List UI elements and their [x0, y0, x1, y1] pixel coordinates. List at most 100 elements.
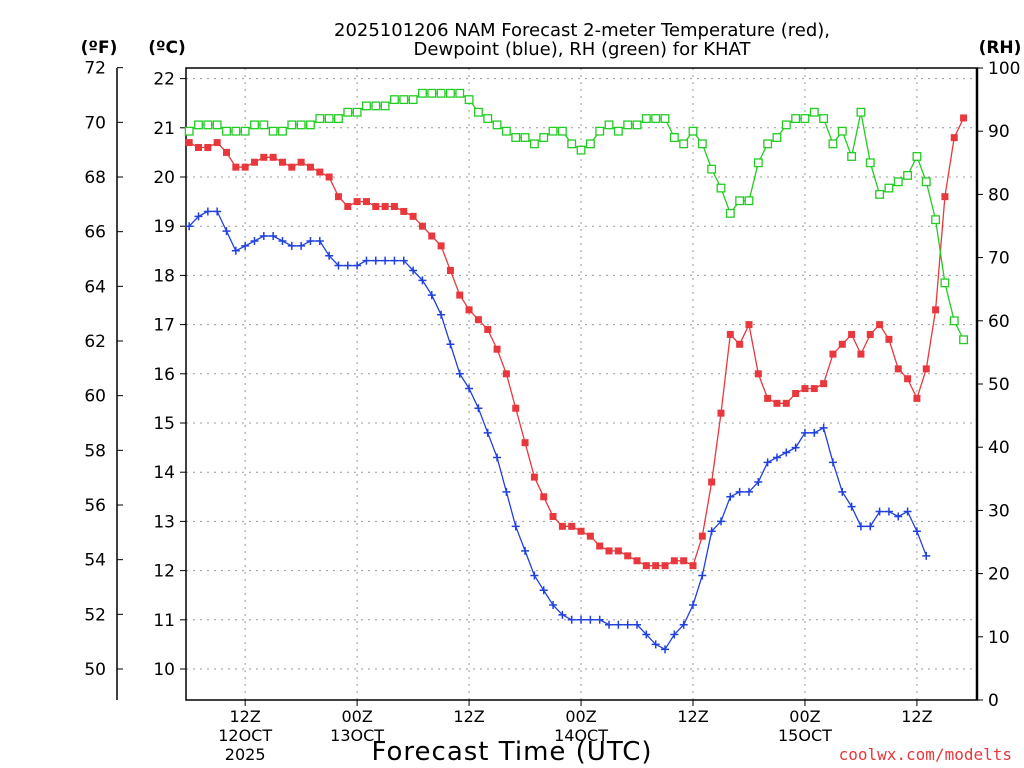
dewpoint-point	[203, 207, 212, 216]
rh-point	[809, 107, 819, 117]
rh-point	[791, 114, 801, 124]
dewpoint-point	[250, 236, 259, 245]
temperature-point	[913, 394, 921, 402]
rh-point	[268, 126, 278, 136]
rh-point	[716, 183, 726, 193]
dewpoint-point	[231, 246, 240, 255]
fahrenheit-tick-label: 68	[84, 168, 106, 188]
dewpoint-point	[754, 478, 763, 487]
series-temperature	[185, 114, 968, 570]
temperature-point	[269, 153, 277, 161]
rh-tick-label: 100	[988, 59, 1020, 79]
rh-point	[399, 95, 409, 105]
rh-point	[585, 139, 595, 149]
dewpoint-point	[418, 276, 427, 285]
dewpoint-point	[539, 586, 548, 595]
rh-point	[212, 120, 222, 130]
rh-point	[604, 120, 614, 130]
rh-point	[455, 88, 465, 98]
rh-point	[194, 120, 203, 130]
dewpoint-point	[735, 487, 744, 496]
temperature-point	[372, 203, 380, 211]
dewpoint-point	[306, 236, 315, 245]
rh-point	[278, 126, 287, 136]
rh-tick-label: 30	[988, 501, 1010, 521]
temperature-point	[792, 389, 800, 397]
dewpoint-point	[586, 615, 595, 624]
rh-point	[921, 177, 931, 187]
rh-point	[529, 139, 539, 149]
fahrenheit-tick-label: 62	[84, 332, 106, 352]
grid-lines	[186, 68, 977, 700]
fahrenheit-tick-label: 58	[84, 441, 106, 461]
temperature-point	[223, 148, 230, 156]
temperature-point	[530, 473, 538, 481]
fahrenheit-tick-label: 64	[84, 277, 106, 297]
rh-point	[380, 101, 390, 111]
rh-point	[501, 126, 511, 136]
temperature-point	[876, 321, 884, 329]
x-axis-title: Forecast Time (UTC)	[371, 737, 652, 767]
rh-tick-label: 50	[988, 375, 1010, 395]
rh-tick-label: 60	[988, 312, 1010, 332]
celsius-tick-label: 20	[153, 168, 175, 188]
series-rh	[184, 88, 969, 345]
temperature-point	[185, 139, 193, 147]
temperature-point	[848, 330, 856, 338]
dewpoint-point	[455, 369, 464, 378]
dewpoint-point	[483, 428, 492, 437]
rh-point	[287, 120, 297, 130]
temperature-point	[708, 478, 716, 486]
temperature-point	[456, 291, 464, 299]
rh-point	[819, 114, 829, 124]
dewpoint-point	[689, 601, 697, 610]
temperature-point	[390, 203, 398, 211]
dewpoint-point	[884, 507, 893, 516]
rh-point	[725, 208, 735, 218]
fahrenheit-tick-label: 70	[84, 113, 106, 133]
dewpoint-point	[744, 487, 753, 496]
rh-point	[473, 107, 483, 117]
rh-point	[576, 145, 586, 155]
rh-tick-label: 10	[988, 628, 1010, 648]
temperature-point	[344, 203, 352, 211]
celsius-tick-label: 11	[153, 611, 175, 631]
dewpoint-point	[782, 448, 791, 457]
chart-title-line2: Dewpoint (blue), RH (green) for KHAT	[414, 39, 752, 60]
rh-point	[539, 133, 549, 142]
dewpoint-point	[241, 241, 250, 250]
fahrenheit-tick-label: 50	[84, 660, 106, 680]
dewpoint-point	[595, 615, 604, 624]
dewpoint-point	[716, 517, 725, 526]
dewpoint-point	[521, 546, 530, 555]
temperature-point	[950, 134, 958, 142]
temperature-point	[316, 168, 324, 176]
rh-tick-label: 0	[988, 691, 999, 711]
celsius-tick-label: 16	[153, 365, 175, 385]
rh-point	[184, 126, 194, 136]
rh-point	[520, 133, 530, 142]
dewpoint-point	[875, 507, 884, 516]
celsius-tick-label: 15	[153, 414, 175, 434]
fahrenheit-tick-label: 56	[84, 496, 106, 516]
dewpoint-point	[511, 522, 520, 531]
celsius-tick-label: 21	[153, 119, 175, 139]
rh-point	[408, 95, 418, 105]
rh-point	[240, 126, 250, 136]
temperature-point	[642, 562, 650, 570]
temperature-point	[325, 173, 333, 181]
x-tick-label: 00Z	[341, 707, 372, 726]
x-tick-label: 14OCT	[554, 726, 608, 745]
temperature-point	[857, 350, 865, 358]
temperature-point	[400, 207, 408, 215]
dewpoint-point	[549, 601, 558, 610]
rh-point	[837, 126, 847, 136]
temperature-point	[484, 326, 492, 334]
temperature-point	[334, 193, 342, 201]
dewpoint-point	[278, 236, 287, 245]
dewpoint-point	[922, 551, 931, 560]
rh-point	[884, 183, 894, 193]
rh-point	[632, 120, 642, 130]
dewpoint-point	[651, 640, 660, 649]
temperature-point	[745, 321, 753, 329]
